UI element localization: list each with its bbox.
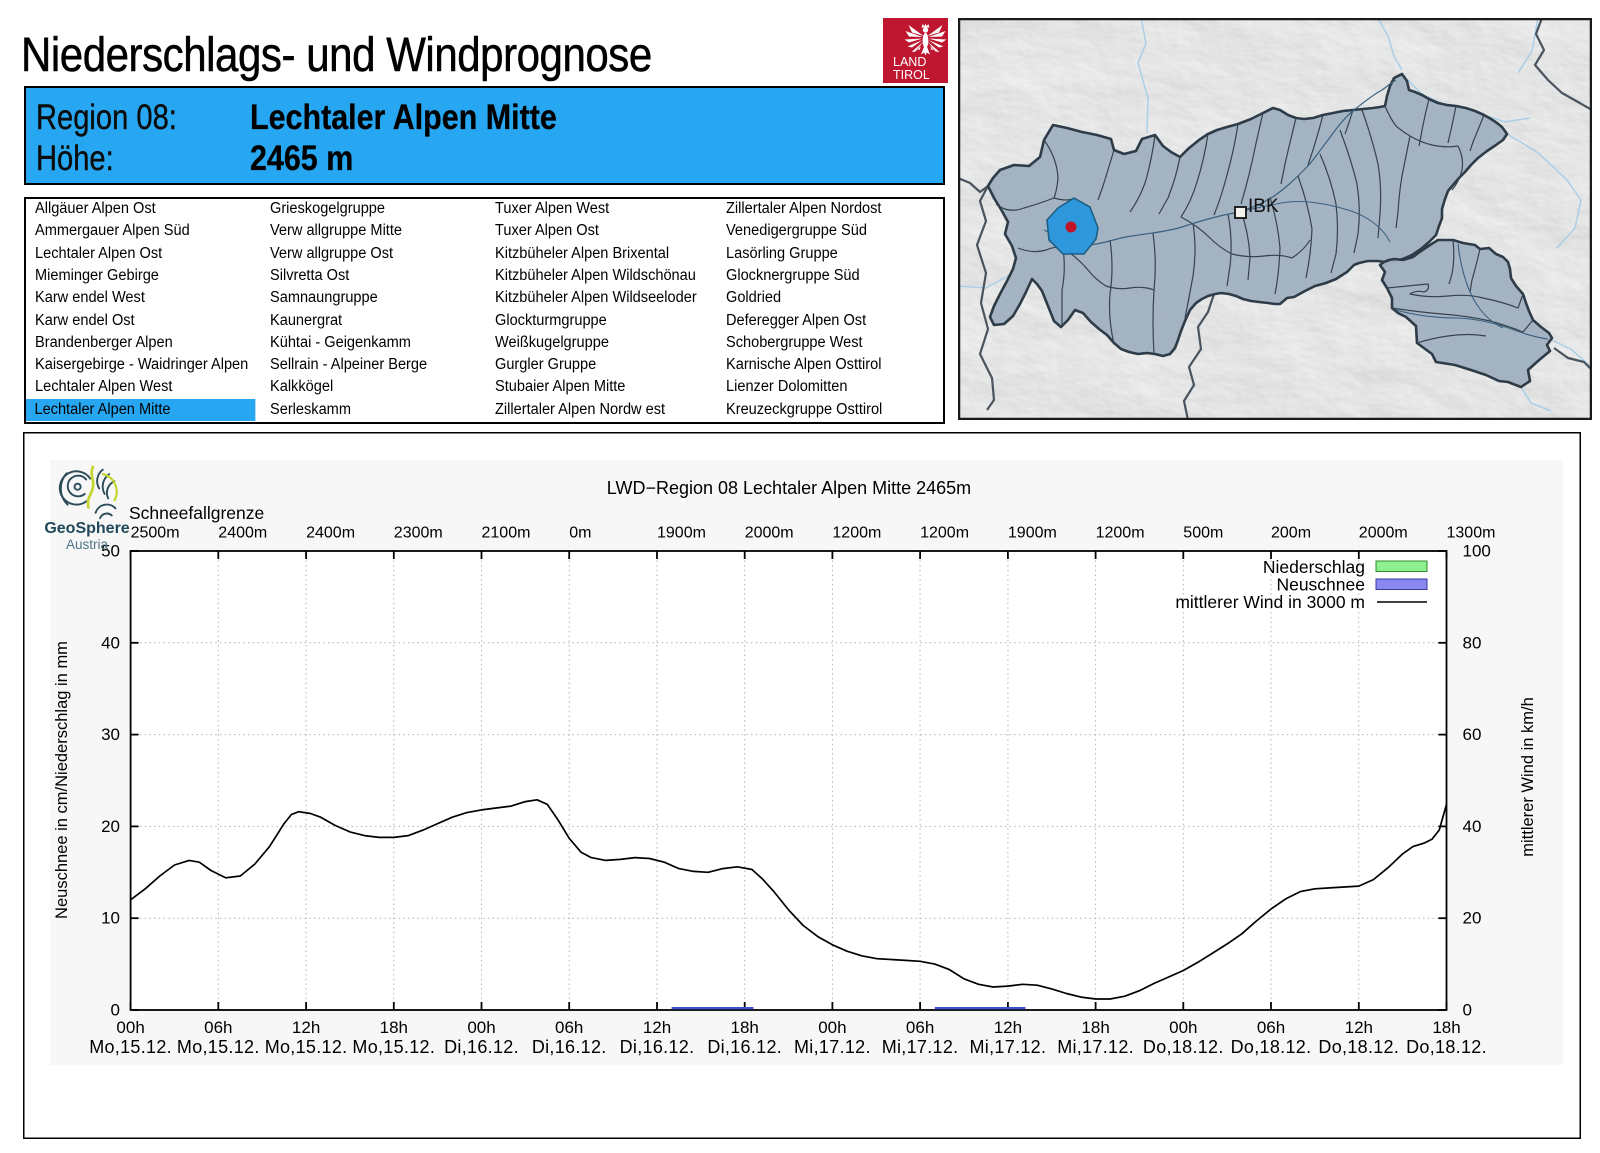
svg-text:00h: 00h: [116, 1018, 144, 1037]
svg-text:Mi,17.12.: Mi,17.12.: [882, 1037, 959, 1057]
svg-text:12h: 12h: [1345, 1018, 1373, 1037]
svg-text:0: 0: [111, 1001, 120, 1020]
svg-text:Mo,15.12.: Mo,15.12.: [177, 1037, 260, 1057]
svg-text:Do,18.12.: Do,18.12.: [1318, 1037, 1399, 1057]
svg-text:Di,16.12.: Di,16.12.: [620, 1037, 695, 1057]
svg-text:Neuschnee: Neuschnee: [1276, 575, 1365, 595]
svg-text:2400m: 2400m: [218, 525, 267, 542]
svg-text:18h: 18h: [1081, 1018, 1109, 1037]
svg-text:1900m: 1900m: [657, 525, 706, 542]
svg-text:Do,18.12.: Do,18.12.: [1143, 1037, 1224, 1057]
svg-text:2500m: 2500m: [131, 525, 180, 542]
svg-text:12h: 12h: [994, 1018, 1022, 1037]
svg-text:12h: 12h: [292, 1018, 320, 1037]
svg-text:Mo,15.12.: Mo,15.12.: [352, 1037, 435, 1057]
svg-text:Mo,15.12.: Mo,15.12.: [89, 1037, 172, 1057]
svg-text:00h: 00h: [467, 1018, 495, 1037]
svg-text:Schneefallgrenze: Schneefallgrenze: [129, 503, 264, 523]
svg-text:30: 30: [101, 725, 120, 744]
svg-text:06h: 06h: [1257, 1018, 1285, 1037]
svg-text:0m: 0m: [569, 525, 591, 542]
svg-text:Do,18.12.: Do,18.12.: [1406, 1037, 1487, 1057]
svg-text:10: 10: [101, 909, 120, 928]
svg-text:18h: 18h: [731, 1018, 759, 1037]
svg-text:Mi,17.12.: Mi,17.12.: [1057, 1037, 1134, 1057]
svg-text:Di,16.12.: Di,16.12.: [532, 1037, 607, 1057]
svg-text:2400m: 2400m: [306, 525, 355, 542]
svg-text:Austria: Austria: [66, 537, 109, 552]
svg-text:Mi,17.12.: Mi,17.12.: [794, 1037, 871, 1057]
svg-text:Do,18.12.: Do,18.12.: [1231, 1037, 1312, 1057]
svg-text:100: 100: [1463, 542, 1491, 561]
svg-text:20: 20: [101, 817, 120, 836]
svg-text:06h: 06h: [906, 1018, 934, 1037]
svg-text:18h: 18h: [380, 1018, 408, 1037]
svg-text:1200m: 1200m: [1096, 525, 1145, 542]
svg-text:2300m: 2300m: [394, 525, 443, 542]
svg-text:1200m: 1200m: [832, 525, 881, 542]
svg-text:60: 60: [1463, 725, 1482, 744]
svg-text:00h: 00h: [1169, 1018, 1197, 1037]
svg-text:mittlerer Wind in 3000 m: mittlerer Wind in 3000 m: [1175, 592, 1365, 612]
svg-text:18h: 18h: [1432, 1018, 1460, 1037]
svg-text:40: 40: [1463, 817, 1482, 836]
svg-text:500m: 500m: [1183, 525, 1223, 542]
svg-text:Di,16.12.: Di,16.12.: [444, 1037, 519, 1057]
svg-text:50: 50: [101, 542, 120, 561]
svg-text:Mo,15.12.: Mo,15.12.: [265, 1037, 348, 1057]
svg-text:Di,16.12.: Di,16.12.: [707, 1037, 782, 1057]
svg-text:2100m: 2100m: [482, 525, 531, 542]
svg-text:40: 40: [101, 633, 120, 652]
svg-text:1300m: 1300m: [1447, 525, 1496, 542]
svg-text:200m: 200m: [1271, 525, 1311, 542]
svg-text:20: 20: [1463, 909, 1482, 928]
svg-text:1200m: 1200m: [920, 525, 969, 542]
svg-text:80: 80: [1463, 633, 1482, 652]
svg-text:LAND: LAND: [893, 55, 926, 69]
svg-text:mittlerer Wind in km/h: mittlerer Wind in km/h: [1519, 697, 1537, 857]
svg-text:TIROL: TIROL: [893, 68, 930, 82]
svg-text:Mi,17.12.: Mi,17.12.: [970, 1037, 1047, 1057]
svg-text:06h: 06h: [555, 1018, 583, 1037]
svg-text:1900m: 1900m: [1008, 525, 1057, 542]
svg-text:LWD−Region 08 Lechtaler Alpen: LWD−Region 08 Lechtaler Alpen Mitte 2465…: [607, 478, 971, 498]
svg-text:0: 0: [1463, 1001, 1472, 1020]
svg-text:2000m: 2000m: [745, 525, 794, 542]
svg-text:Niederschlag: Niederschlag: [1263, 557, 1365, 577]
svg-text:06h: 06h: [204, 1018, 232, 1037]
svg-text:GeoSphere: GeoSphere: [44, 520, 129, 537]
svg-text:00h: 00h: [818, 1018, 846, 1037]
svg-text:2000m: 2000m: [1359, 525, 1408, 542]
svg-text:12h: 12h: [643, 1018, 671, 1037]
svg-text:IBK: IBK: [1248, 196, 1279, 217]
svg-text:Neuschnee in cm/Niederschlag i: Neuschnee in cm/Niederschlag in mm: [53, 641, 71, 919]
